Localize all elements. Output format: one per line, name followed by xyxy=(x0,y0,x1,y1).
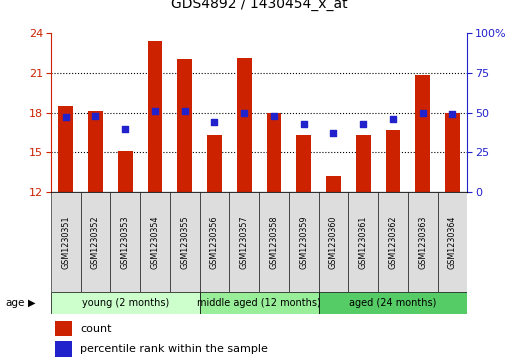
Bar xyxy=(200,292,319,314)
Point xyxy=(151,108,159,114)
Point xyxy=(449,111,457,117)
Text: GSM1230359: GSM1230359 xyxy=(299,216,308,269)
Bar xyxy=(326,176,341,192)
Bar xyxy=(55,321,72,337)
Bar xyxy=(207,135,222,192)
Point xyxy=(181,108,189,114)
Point xyxy=(61,114,70,120)
Bar xyxy=(58,106,73,192)
Text: GSM1230358: GSM1230358 xyxy=(269,216,278,269)
Bar xyxy=(55,342,72,357)
Bar xyxy=(378,192,408,292)
Text: GSM1230361: GSM1230361 xyxy=(359,216,368,269)
Point xyxy=(121,126,129,131)
Bar xyxy=(296,135,311,192)
Bar xyxy=(408,192,437,292)
Text: count: count xyxy=(80,324,111,334)
Bar xyxy=(415,75,430,192)
Text: GSM1230356: GSM1230356 xyxy=(210,216,219,269)
Bar xyxy=(267,113,281,192)
Bar xyxy=(319,192,348,292)
Point xyxy=(419,110,427,115)
Text: GDS4892 / 1430454_x_at: GDS4892 / 1430454_x_at xyxy=(171,0,347,11)
Point xyxy=(270,113,278,119)
Text: ▶: ▶ xyxy=(28,298,36,308)
Text: middle aged (12 months): middle aged (12 months) xyxy=(197,298,321,308)
Point xyxy=(210,119,218,125)
Bar xyxy=(51,192,81,292)
Bar xyxy=(437,192,467,292)
Text: GSM1230362: GSM1230362 xyxy=(389,216,397,269)
Point xyxy=(300,121,308,127)
Bar xyxy=(319,292,467,314)
Text: GSM1230364: GSM1230364 xyxy=(448,216,457,269)
Text: GSM1230353: GSM1230353 xyxy=(121,216,130,269)
Bar xyxy=(51,292,200,314)
Text: GSM1230357: GSM1230357 xyxy=(240,216,249,269)
Point xyxy=(389,116,397,122)
Bar xyxy=(147,41,163,192)
Bar xyxy=(237,58,251,192)
Bar xyxy=(140,192,170,292)
Bar xyxy=(81,192,110,292)
Bar xyxy=(88,111,103,192)
Point xyxy=(359,121,367,127)
Text: GSM1230351: GSM1230351 xyxy=(61,216,70,269)
Bar xyxy=(259,192,289,292)
Point xyxy=(91,113,100,119)
Bar xyxy=(348,192,378,292)
Text: young (2 months): young (2 months) xyxy=(82,298,169,308)
Text: aged (24 months): aged (24 months) xyxy=(350,298,437,308)
Point xyxy=(240,110,248,115)
Text: GSM1230354: GSM1230354 xyxy=(150,216,160,269)
Bar xyxy=(356,135,371,192)
Bar xyxy=(177,59,192,192)
Bar xyxy=(445,113,460,192)
Text: GSM1230360: GSM1230360 xyxy=(329,216,338,269)
Text: percentile rank within the sample: percentile rank within the sample xyxy=(80,344,268,354)
Point xyxy=(329,130,337,136)
Text: age: age xyxy=(5,298,24,308)
Bar xyxy=(118,151,133,192)
Bar xyxy=(229,192,259,292)
Text: GSM1230352: GSM1230352 xyxy=(91,216,100,269)
Bar xyxy=(386,130,400,192)
Text: GSM1230355: GSM1230355 xyxy=(180,216,189,269)
Bar xyxy=(289,192,319,292)
Text: GSM1230363: GSM1230363 xyxy=(418,216,427,269)
Bar xyxy=(110,192,140,292)
Bar xyxy=(170,192,200,292)
Bar xyxy=(200,192,229,292)
